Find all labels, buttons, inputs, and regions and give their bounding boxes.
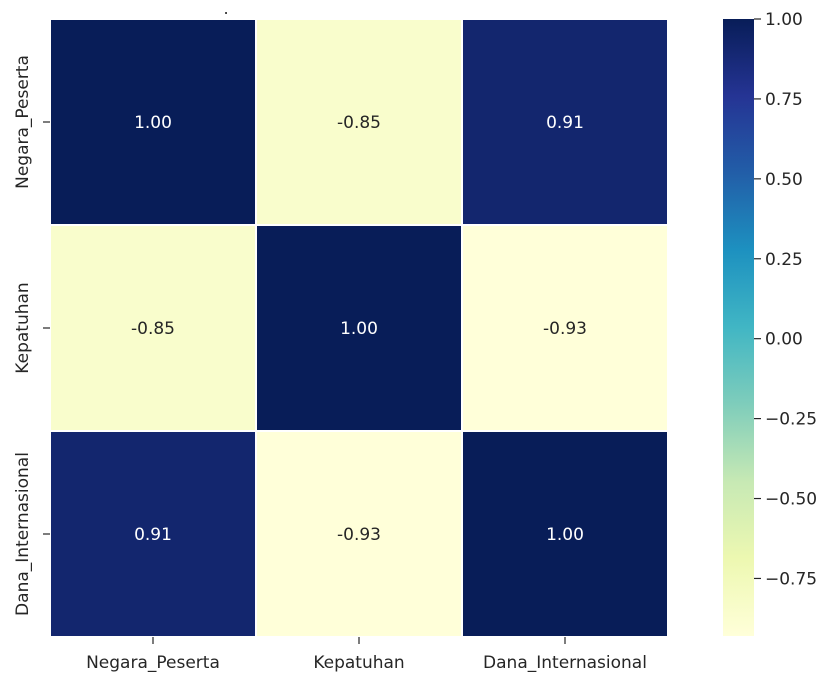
colorbar-tick-label: 0.75 [765,90,803,110]
heatmap-cell [461,224,669,432]
colorbar-tick-label: −0.50 [765,490,817,510]
cell-value-label: 0.91 [546,113,584,133]
chart-title: . [223,0,228,18]
colorbar-tick-label: 0.50 [765,170,803,190]
y-tick-label: Dana_Internasional [13,452,33,616]
cell-value-label: 1.00 [546,525,584,545]
colorbar-tick-label: −0.75 [765,569,817,589]
x-tick-label: Dana_Internasional [483,653,647,673]
heatmap-cell [49,224,257,432]
y-tick-label: Negara_Peserta [13,55,33,189]
heatmap-cell [49,18,257,226]
cell-value-label: -0.93 [337,525,381,545]
heatmap-cell [255,430,463,638]
cell-value-label: 0.91 [134,525,172,545]
heatmap-cell [461,18,669,226]
colorbar-tick-label: 0.00 [765,330,803,350]
cell-value-label: 1.00 [134,113,172,133]
colorbar-tick-label: −0.25 [765,410,817,430]
colorbar-tick-label: 0.25 [765,250,803,270]
cell-value-label: -0.93 [543,319,587,339]
colorbar [723,19,754,636]
heatmap-cell [255,224,463,432]
colorbar-tick-label: 1.00 [765,10,803,30]
x-tick-label: Negara_Peserta [86,653,220,673]
cell-value-label: -0.85 [337,113,381,133]
cell-value-label: -0.85 [131,319,175,339]
heatmap-cell [255,18,463,226]
x-tick-label: Kepatuhan [313,653,404,673]
y-tick-label: Kepatuhan [13,282,33,373]
cell-value-label: 1.00 [340,319,378,339]
